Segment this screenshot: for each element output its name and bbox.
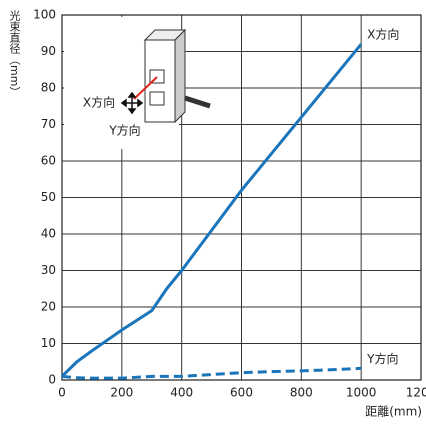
y-tick-label: 0: [48, 373, 56, 387]
y-tick-label: 50: [41, 190, 56, 204]
inset-label: X方向: [83, 95, 115, 110]
x-tick-label: 600: [230, 386, 253, 400]
device-indicator: [149, 91, 165, 106]
x-tick-label: 1000: [346, 386, 377, 400]
plot-frame: [61, 14, 422, 381]
series-label: X方向: [367, 27, 399, 42]
x-tick-label: 800: [290, 386, 313, 400]
y-tick-label: 90: [41, 44, 56, 58]
y-tick-label: 30: [41, 263, 56, 277]
inset-label: Y方向: [108, 123, 140, 138]
x-tick-label: 1200: [406, 386, 426, 400]
device-side: [174, 28, 186, 124]
series-line: [60, 43, 363, 378]
x-tick-label: 200: [110, 386, 133, 400]
y-tick-label: 40: [41, 227, 56, 241]
y-tick-label: 20: [41, 300, 56, 314]
y-tick-label: 60: [41, 154, 56, 168]
laser-beam: [133, 76, 158, 100]
x-tick-label: 400: [170, 386, 193, 400]
series-line: [61, 366, 362, 380]
y-tick-label: 70: [41, 117, 56, 131]
inset-diagram: X方向 Y方向: [64, 17, 211, 149]
x-tick-label: 0: [58, 386, 66, 400]
direction-arrows: [120, 91, 144, 115]
y-tick-label: 80: [41, 81, 56, 95]
device-cable: [184, 95, 211, 109]
series-label: Y方向: [366, 351, 398, 366]
y-tick-label: 100: [33, 8, 56, 22]
y-axis-title: 光束直径（mm）: [8, 9, 21, 98]
x-axis-title: 距離(mm): [365, 405, 422, 419]
y-tick-label: 10: [41, 336, 56, 350]
